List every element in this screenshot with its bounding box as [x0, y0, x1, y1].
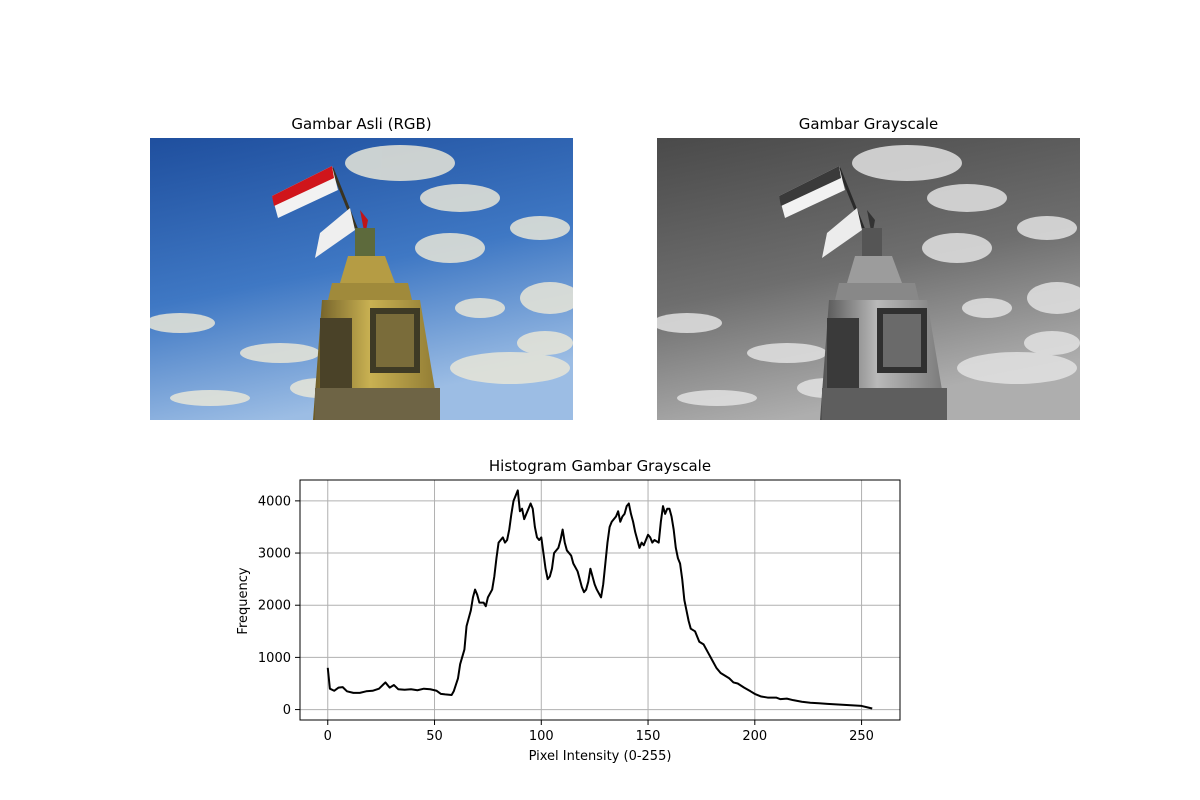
x-tick-label: 50: [426, 729, 443, 744]
y-tick-label: 1000: [258, 651, 291, 666]
y-axis-label: Frequency: [236, 567, 251, 634]
y-tick-label: 2000: [258, 599, 291, 614]
x-tick-label: 0: [324, 729, 332, 744]
x-tick-label: 200: [742, 729, 767, 744]
x-tick-label: 100: [529, 729, 554, 744]
y-tick-label: 0: [283, 703, 291, 718]
rgb-image: [150, 138, 573, 420]
grayscale-image: [657, 138, 1080, 420]
histogram-series-line: [326, 489, 873, 710]
grayscale-image-title: Gambar Grayscale: [798, 115, 939, 133]
x-tick-label: 250: [849, 729, 874, 744]
y-tick-label: 3000: [258, 547, 291, 562]
x-tick-label: 150: [636, 729, 661, 744]
rgb-image-title: Gambar Asli (RGB): [291, 115, 432, 133]
grid-layer: [300, 480, 900, 720]
plot-frame: [299, 479, 901, 721]
y-tick-label: 4000: [258, 494, 291, 509]
chart-title: Histogram Gambar Grayscale: [489, 457, 711, 475]
tick-layer: 0 50 100 150 200 250 0 1000 2000 3000 4000: [258, 494, 874, 744]
x-axis-label: Pixel Intensity (0-255): [529, 749, 672, 764]
